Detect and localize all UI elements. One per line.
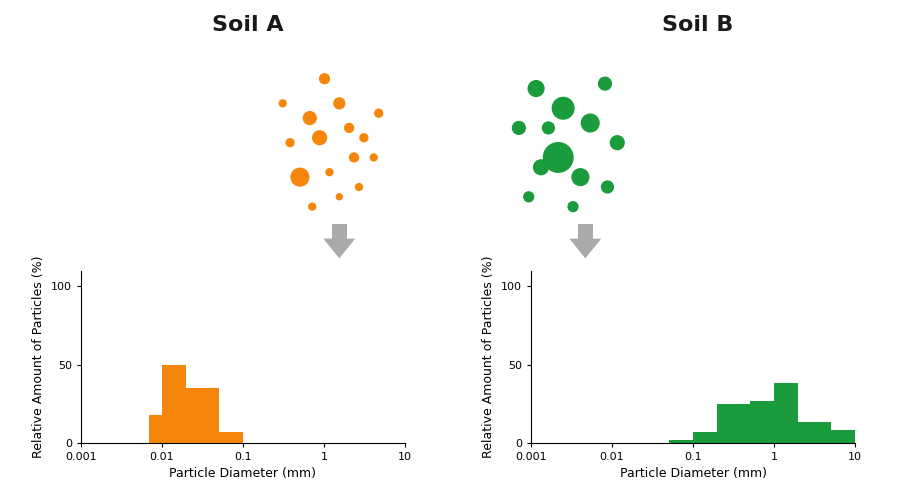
Bar [693,432,717,443]
X-axis label: Particle Diameter (mm): Particle Diameter (mm) [619,467,767,480]
Circle shape [598,77,611,90]
Y-axis label: Relative Amount of Particles (%): Relative Amount of Particles (%) [482,255,495,458]
Circle shape [334,98,345,109]
Circle shape [312,131,327,145]
Circle shape [326,169,333,176]
Polygon shape [578,224,593,239]
Circle shape [286,139,294,147]
Bar [750,400,774,443]
Circle shape [601,181,613,193]
Circle shape [512,122,526,134]
Circle shape [553,97,574,119]
Circle shape [543,122,554,134]
Circle shape [370,154,377,161]
Bar [774,383,798,443]
Circle shape [360,134,368,142]
Bar [162,365,186,443]
Circle shape [356,184,363,190]
Circle shape [309,203,316,210]
Bar [149,415,162,443]
Circle shape [349,153,358,162]
Bar [186,388,219,443]
Circle shape [279,100,286,107]
Circle shape [524,192,534,202]
Circle shape [544,143,573,172]
Circle shape [345,123,354,132]
Circle shape [528,81,544,96]
Circle shape [581,114,599,132]
Circle shape [374,109,382,117]
Circle shape [534,160,548,175]
Bar [831,430,855,443]
Text: Soil B: Soil B [662,15,734,35]
Circle shape [572,169,589,185]
Circle shape [291,168,309,186]
Circle shape [610,136,625,150]
Text: Soil A: Soil A [212,15,284,35]
Polygon shape [332,224,347,239]
Polygon shape [323,239,356,258]
Bar [717,403,750,443]
Bar [219,432,243,443]
Y-axis label: Relative Amount of Particles (%): Relative Amount of Particles (%) [32,255,45,458]
Polygon shape [570,239,601,258]
Bar [798,423,831,443]
Circle shape [568,202,578,212]
Circle shape [320,74,329,84]
Bar [669,440,693,443]
X-axis label: Particle Diameter (mm): Particle Diameter (mm) [169,467,317,480]
Circle shape [337,194,342,200]
Circle shape [303,112,316,124]
